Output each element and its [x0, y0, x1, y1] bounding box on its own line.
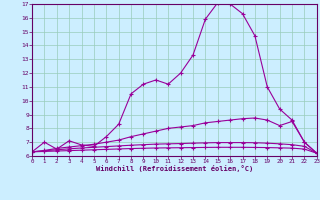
- X-axis label: Windchill (Refroidissement éolien,°C): Windchill (Refroidissement éolien,°C): [96, 165, 253, 172]
